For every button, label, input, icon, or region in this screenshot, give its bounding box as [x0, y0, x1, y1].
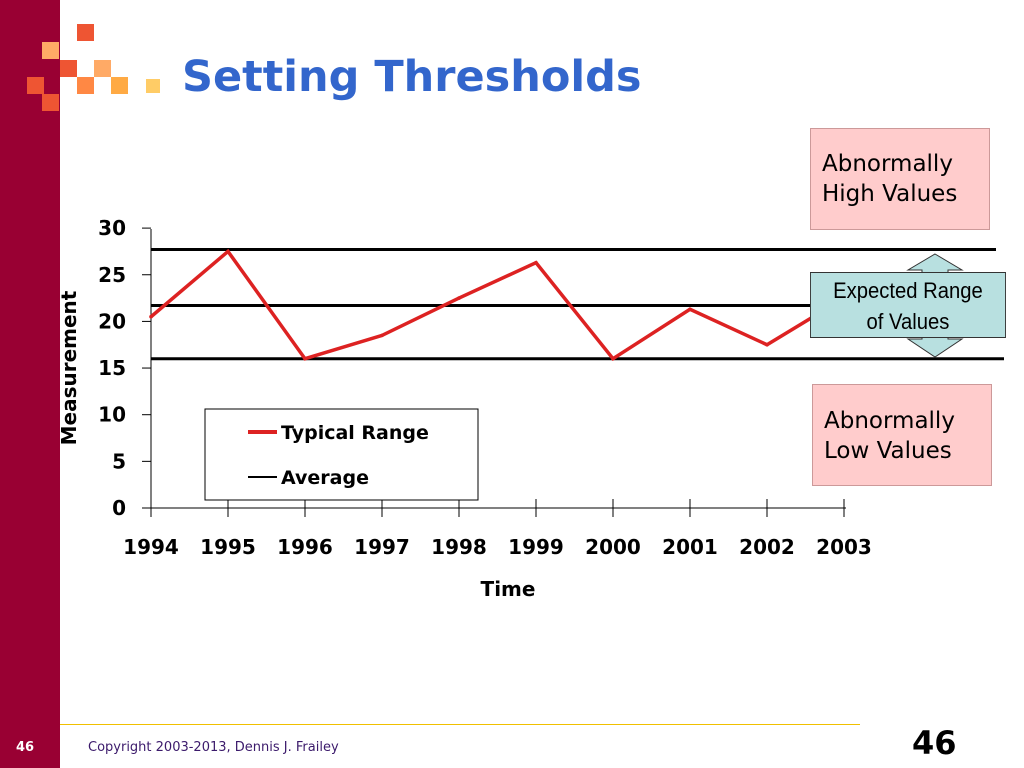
footer-divider — [60, 724, 860, 725]
y-tick-label: 25 — [98, 263, 126, 287]
callout-expected-line-1: Expected Range — [833, 278, 983, 303]
callout-low-line-2: Low Values — [824, 438, 952, 464]
slide-number-sidebar: 46 — [16, 740, 35, 755]
x-tick-label: 1997 — [354, 535, 410, 559]
legend-box — [204, 408, 479, 501]
data-point — [611, 356, 615, 361]
x-tick-label: 1999 — [508, 535, 564, 559]
x-tick-label: 2000 — [585, 535, 641, 559]
callout-high-line-1: Abnormally — [822, 151, 953, 177]
series-line-typical-range — [149, 248, 845, 362]
data-point — [149, 314, 153, 319]
data-point — [688, 307, 692, 312]
x-tick-label: 2003 — [816, 535, 872, 559]
x-tick-label: 1996 — [277, 535, 333, 559]
y-axis-title: Measurement — [57, 290, 81, 445]
y-tick-label: 0 — [112, 496, 126, 520]
legend-label-average: Average — [281, 467, 369, 489]
data-point — [765, 342, 769, 347]
callout-expected-range: Expected Range of Values — [810, 272, 1006, 338]
data-point — [303, 356, 307, 361]
x-tick-label: 2001 — [662, 535, 718, 559]
data-point — [380, 333, 384, 338]
x-tick-label: 1998 — [431, 535, 487, 559]
x-tick-label: 2002 — [739, 535, 795, 559]
y-tick-label: 30 — [98, 216, 126, 240]
callout-abnormally-high: Abnormally High Values — [810, 128, 990, 230]
data-point — [226, 249, 230, 254]
y-tick-label: 5 — [112, 449, 126, 473]
sidebar-band — [0, 0, 60, 768]
data-point — [534, 260, 538, 265]
callout-low-line-1: Abnormally — [824, 408, 955, 434]
y-tick-label: 20 — [98, 309, 126, 333]
y-tick-label: 15 — [98, 356, 126, 380]
slide-number: 46 — [912, 724, 957, 762]
copyright-text: Copyright 2003-2013, Dennis J. Frailey — [88, 740, 339, 755]
x-tick-label: 1995 — [200, 535, 256, 559]
logo-squares — [0, 0, 170, 120]
callout-high-line-2: High Values — [822, 181, 958, 207]
callout-abnormally-low: Abnormally Low Values — [812, 384, 992, 486]
slide-title: Setting Thresholds — [182, 52, 642, 102]
x-tick-label: 1994 — [123, 535, 179, 559]
legend-label-typical-range: Typical Range — [281, 422, 429, 444]
x-axis-title: Time — [481, 577, 536, 601]
data-point — [457, 296, 461, 300]
y-tick-label: 10 — [98, 403, 126, 427]
callout-expected-line-2: of Values — [866, 309, 950, 334]
